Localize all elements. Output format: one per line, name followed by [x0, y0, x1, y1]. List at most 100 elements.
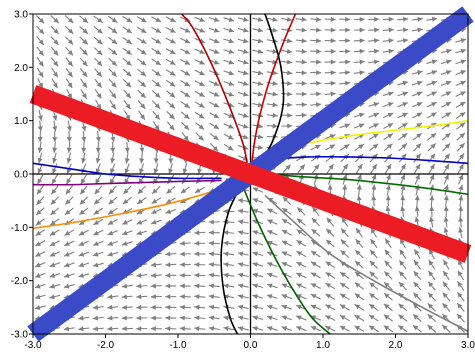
field-arrow	[150, 304, 162, 310]
field-arrow	[92, 315, 104, 321]
field-arrow	[66, 88, 73, 100]
field-arrow	[371, 195, 377, 207]
field-arrow	[383, 292, 393, 301]
field-arrow	[208, 70, 220, 76]
field-arrow	[165, 315, 177, 321]
trajectory-curve	[251, 13, 297, 164]
field-arrow	[237, 240, 249, 246]
field-arrow	[458, 195, 464, 207]
field-arrow	[123, 110, 131, 121]
field-arrow	[92, 251, 104, 257]
field-arrow	[295, 48, 307, 54]
field-arrow	[194, 240, 206, 246]
field-arrow	[107, 26, 118, 34]
field-arrow	[237, 123, 249, 129]
field-arrow	[281, 123, 293, 129]
field-arrow	[94, 78, 103, 88]
field-arrow	[34, 294, 46, 300]
field-arrow	[237, 326, 249, 331]
field-arrow	[369, 143, 379, 152]
field-arrow	[237, 113, 249, 118]
field-arrow	[79, 15, 89, 24]
field-arrow	[341, 163, 349, 174]
field-arrow	[51, 78, 58, 89]
field-arrow	[123, 89, 132, 99]
field-arrow	[93, 26, 103, 34]
field-arrow	[281, 283, 293, 289]
field-arrow	[78, 251, 90, 257]
field-arrow	[385, 184, 391, 196]
field-arrow	[208, 294, 220, 300]
field-arrow	[49, 218, 60, 226]
field-arrow	[165, 58, 176, 66]
field-arrow	[440, 48, 452, 54]
field-arrow	[295, 80, 307, 86]
field-arrow	[107, 15, 118, 23]
field-arrow	[52, 163, 58, 174]
field-arrow	[64, 36, 74, 45]
field-arrow	[121, 241, 133, 246]
field-arrow	[165, 208, 177, 214]
field-arrow	[325, 293, 336, 300]
field-arrow	[181, 131, 190, 142]
field-arrow	[281, 38, 293, 44]
field-arrow	[165, 197, 176, 204]
field-arrow	[311, 206, 320, 217]
eigenvector-lines	[27, 6, 474, 342]
field-arrow	[252, 38, 264, 44]
field-arrow	[458, 216, 464, 228]
field-arrow	[194, 272, 206, 278]
field-arrow	[400, 195, 406, 207]
x-tick-label: -2.0	[97, 340, 115, 351]
x-tick-label: 2.0	[389, 340, 403, 351]
field-arrow	[382, 27, 394, 33]
field-arrow	[339, 70, 351, 76]
field-arrow	[36, 57, 44, 67]
field-arrow	[49, 273, 61, 278]
field-arrow	[109, 99, 117, 110]
field-arrow	[354, 249, 364, 259]
field-arrow	[400, 205, 406, 217]
field-arrow	[180, 48, 191, 55]
field-arrow	[455, 111, 466, 119]
field-arrow	[412, 143, 422, 152]
field-arrow	[324, 59, 336, 65]
field-arrow	[342, 184, 348, 196]
field-arrow	[124, 141, 130, 153]
field-arrow	[152, 110, 161, 120]
field-arrow	[223, 240, 235, 246]
field-arrow	[208, 251, 220, 257]
field-arrow	[195, 122, 205, 130]
field-arrow	[442, 302, 451, 312]
field-arrow	[137, 58, 147, 66]
field-arrow	[108, 78, 117, 88]
field-arrow	[136, 230, 148, 236]
field-arrow	[94, 89, 102, 99]
field-arrow	[441, 91, 452, 97]
field-arrow	[122, 47, 132, 56]
field-arrow	[458, 174, 464, 185]
field-arrow	[340, 239, 350, 248]
field-arrow	[165, 304, 177, 310]
field-arrow	[208, 283, 220, 289]
field-arrow	[324, 80, 336, 86]
field-arrow	[194, 262, 206, 268]
field-arrow	[281, 59, 293, 65]
field-arrow	[110, 141, 116, 153]
field-arrow	[382, 16, 394, 22]
field-arrow	[66, 141, 72, 153]
field-arrow	[137, 100, 146, 110]
field-arrow	[310, 282, 321, 290]
field-arrow	[455, 70, 467, 76]
field-arrow	[223, 123, 234, 129]
field-arrow	[123, 99, 131, 110]
field-arrow	[237, 304, 249, 310]
field-arrow	[441, 324, 451, 333]
field-arrow	[107, 251, 119, 257]
field-arrow	[223, 38, 235, 44]
field-arrow	[194, 186, 205, 194]
field-arrow	[180, 121, 190, 131]
field-arrow	[267, 208, 278, 215]
field-arrow	[208, 304, 220, 310]
field-arrow	[310, 315, 321, 321]
